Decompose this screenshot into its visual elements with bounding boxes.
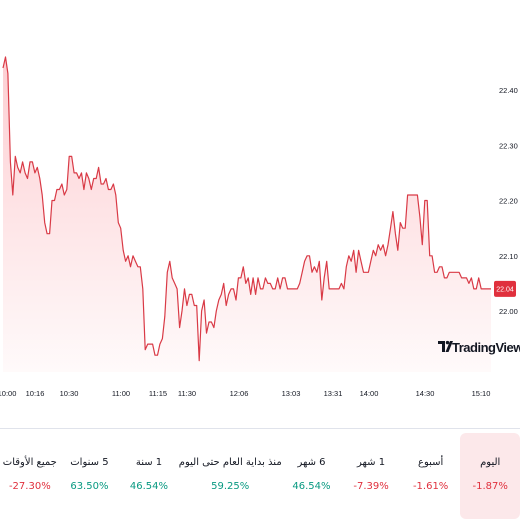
- x-tick-label: 14:00: [360, 389, 379, 398]
- period-label: 5 سنوات: [70, 457, 109, 468]
- y-tick-label: 22.10: [499, 252, 518, 261]
- x-axis: 10:00 10:16 10:30 11:00 11:15 11:30 12:06 13:03…: [0, 389, 490, 398]
- period-label: جميع الأوقات: [2, 457, 57, 468]
- x-tick-label: 10:00: [0, 389, 16, 398]
- period-tab-1y[interactable]: 1 سنة 46.54%: [119, 433, 179, 519]
- tradingview-wordmark: TradingView: [452, 340, 520, 355]
- period-change-value: ‎-27.30%: [8, 481, 51, 492]
- period-tab-1d[interactable]: اليوم ‎-1.87%: [460, 433, 520, 519]
- period-tab-5y[interactable]: 5 سنوات 63.50%: [60, 433, 120, 519]
- period-change-value: ‎-1.87%: [472, 481, 508, 492]
- y-axis: 22.00 22.10 22.20 22.30 22.40: [499, 86, 518, 316]
- period-label: 6 شهر: [297, 457, 326, 468]
- period-change-value: ‎-7.39%: [353, 481, 389, 492]
- period-label: 1 سنة: [135, 457, 163, 468]
- x-tick-label: 13:31: [324, 389, 343, 398]
- y-tick-label: 22.30: [499, 141, 518, 150]
- tradingview-logo: [438, 340, 453, 352]
- x-tick-label: 13:03: [282, 389, 301, 398]
- last-price-badge-bg: [494, 280, 516, 297]
- period-change-value: 63.50%: [70, 481, 109, 492]
- period-tab-1m[interactable]: 1 شهر ‎-7.39%: [341, 433, 401, 519]
- period-change-value: 46.54%: [292, 481, 331, 492]
- x-tick-label: 10:16: [26, 389, 45, 398]
- period-label: أسبوع: [417, 457, 444, 468]
- price-area: [3, 57, 491, 372]
- x-tick-label: 11:00: [112, 389, 130, 398]
- period-selector: اليوم ‎-1.87% أسبوع ‎-1.61% 1 شهر ‎-7.39% 6 شه…: [0, 428, 520, 521]
- tradingview-watermark[interactable]: TradingView: [438, 340, 520, 355]
- price-line: [2, 56, 491, 362]
- price-series-line: [2, 56, 491, 362]
- x-tick-label: 11:30: [178, 389, 196, 398]
- period-label: اليوم: [480, 457, 501, 468]
- period-tab-1w[interactable]: أسبوع ‎-1.61%: [401, 433, 461, 519]
- x-tick-label: 11:15: [149, 389, 167, 398]
- period-label: 1 شهر: [357, 457, 386, 468]
- x-tick-label: 10:30: [60, 389, 79, 398]
- last-price-badge: 22.04: [494, 280, 516, 297]
- last-price-label: 22.04: [496, 286, 514, 293]
- period-tab-6m[interactable]: 6 شهر 46.54%: [282, 433, 342, 519]
- price-series-area: [3, 57, 491, 372]
- period-tab-all[interactable]: جميع الأوقات ‎-27.30%: [0, 433, 60, 519]
- period-tab-ytd[interactable]: منذ بداية العام حتى اليوم 59.25%: [179, 433, 282, 519]
- y-tick-label: 22.00: [499, 307, 518, 316]
- y-tick-label: 22.40: [499, 86, 518, 95]
- y-tick-label: 22.20: [499, 197, 518, 206]
- x-tick-label: 15:10: [472, 389, 491, 398]
- period-change-value: 46.54%: [129, 481, 169, 492]
- x-tick-label: 12:06: [230, 389, 249, 398]
- period-label: منذ بداية العام حتى اليوم: [178, 457, 282, 468]
- price-chart[interactable]: 22.00 22.10 22.20 22.30 22.40 10:00 10:16 10:3…: [0, 0, 520, 400]
- period-change-value: ‎-1.61%: [412, 481, 449, 492]
- x-tick-label: 14:30: [416, 389, 435, 398]
- period-change-value: 59.25%: [211, 481, 250, 492]
